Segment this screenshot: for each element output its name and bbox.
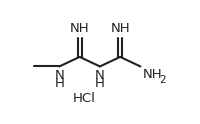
- Text: H: H: [94, 77, 104, 90]
- Text: HCl: HCl: [73, 92, 95, 105]
- Text: H: H: [54, 77, 64, 90]
- Text: NH: NH: [142, 68, 161, 81]
- Text: N: N: [54, 69, 64, 82]
- Text: N: N: [95, 69, 104, 82]
- Text: NH: NH: [110, 22, 129, 35]
- Text: 2: 2: [158, 75, 165, 85]
- Text: NH: NH: [69, 22, 89, 35]
